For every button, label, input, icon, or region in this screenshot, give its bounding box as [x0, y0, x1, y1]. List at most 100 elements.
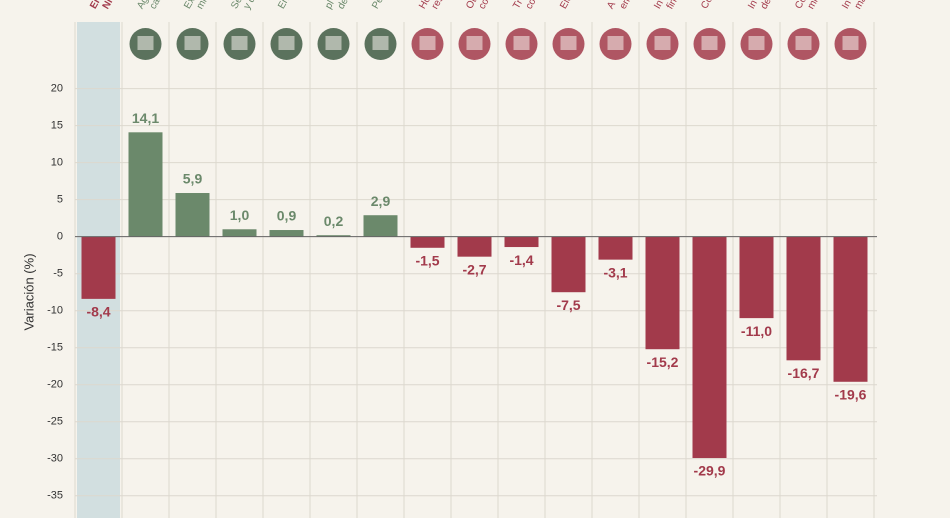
category-label-line: Nive [100, 0, 120, 11]
bar [786, 236, 821, 361]
value-label: -15,2 [647, 354, 679, 370]
category-label: Otcome [464, 0, 498, 16]
y-tick-label: -10 [47, 305, 63, 317]
category-label-line: manu [852, 0, 874, 11]
bar [81, 236, 116, 299]
category-label-line: com [523, 0, 542, 11]
y-tick-label: -35 [47, 490, 63, 502]
bar [316, 235, 351, 237]
category-label-line: come [476, 0, 498, 11]
category-label-line: mina [194, 0, 215, 11]
category-label: Ense [276, 0, 297, 11]
value-label: -2,7 [462, 261, 486, 277]
category-label-line: Ot [464, 0, 479, 11]
category-label: Exmina [182, 0, 215, 16]
category-label-line: caza [147, 0, 167, 11]
category-label-line: Ex [182, 0, 197, 11]
value-label: -7,5 [556, 297, 580, 313]
category-label-line: Ho [417, 0, 433, 11]
value-label: -19,6 [835, 386, 867, 402]
category-label-line: Ag [135, 0, 151, 11]
y-tick-label: -15 [47, 342, 63, 354]
bar [222, 229, 257, 237]
category-label: Agcaza [135, 0, 168, 16]
value-label: -3,1 [603, 264, 627, 280]
category-label-line: Pesc [370, 0, 391, 11]
category-icon-detail [466, 36, 483, 50]
value-label: -8,4 [86, 304, 110, 320]
category-icon-detail [560, 36, 577, 50]
category-icon-detail [419, 36, 436, 50]
category-label: Cons [699, 0, 720, 11]
category-label: Inmanu [840, 0, 875, 16]
value-label: -29,9 [694, 463, 726, 479]
y-tick-label: -25 [47, 416, 63, 428]
bar [692, 236, 727, 459]
category-label-line: Elect [558, 0, 579, 11]
y-tick-label: -5 [53, 268, 63, 280]
category-label-line: finan [664, 0, 684, 11]
category-label-line: In [652, 0, 666, 11]
value-label: -11,0 [741, 323, 772, 339]
bar [269, 230, 304, 237]
category-icon-detail [607, 36, 624, 50]
category-icon-detail [184, 36, 201, 50]
category-label-line: A [605, 0, 618, 11]
category-label-line: Cons [699, 0, 720, 11]
bar [175, 193, 210, 237]
bar [739, 236, 774, 319]
category-label-line: de a [335, 0, 354, 11]
category-label-line: Tr [511, 0, 525, 11]
value-label: 14,1 [132, 110, 159, 126]
category-label: Comino [793, 0, 826, 16]
category-label: Infinan [652, 0, 685, 16]
category-label-line: mino [805, 0, 826, 11]
value-label: 1,0 [230, 207, 250, 223]
category-label: plde a [323, 0, 355, 16]
value-label: 0,9 [277, 208, 297, 224]
category-label-line: In [840, 0, 854, 11]
value-label: 0,2 [324, 213, 344, 229]
y-tick-label: 10 [51, 157, 63, 169]
category-label: Horesta [417, 0, 450, 16]
category-label: EnNive [88, 0, 121, 16]
category-label-line: empr [617, 0, 638, 11]
y-tick-label: 15 [51, 120, 63, 132]
y-tick-label: -30 [47, 453, 63, 465]
category-label-line: resta [429, 0, 450, 11]
category-label: Sey de [229, 0, 261, 16]
value-label: -1,5 [415, 252, 439, 268]
bar [598, 236, 633, 260]
y-tick-label: -20 [47, 379, 63, 391]
category-label: Trcom [511, 0, 543, 16]
category-icon-detail [231, 36, 248, 50]
category-label-line: pl [323, 0, 336, 11]
category-icon-detail [748, 36, 765, 50]
bar [504, 236, 539, 248]
category-icon-detail [278, 36, 295, 50]
category-icon-detail [137, 36, 154, 50]
bar [410, 236, 445, 248]
bar [457, 236, 492, 257]
value-label: 2,9 [371, 193, 391, 209]
value-label: -16,7 [788, 365, 820, 381]
category-icon-detail [325, 36, 342, 50]
category-label-line: In [746, 0, 760, 11]
category-icon-detail [513, 36, 530, 50]
category-label-line: y de [241, 0, 260, 11]
category-icon-detail [701, 36, 718, 50]
y-tick-label: 20 [51, 83, 63, 95]
y-tick-label: 5 [57, 194, 63, 206]
y-tick-label: 0 [57, 231, 63, 243]
category-label: Inde s [746, 0, 778, 16]
category-label-line: Se [229, 0, 245, 11]
category-label-line: En [88, 0, 104, 11]
category-icon-detail [842, 36, 859, 50]
category-label-line: Co [793, 0, 809, 11]
category-icon-detail [372, 36, 389, 50]
bar [128, 132, 163, 237]
bar [645, 236, 680, 350]
category-label: Pesc [370, 0, 391, 11]
category-label-line: Ense [276, 0, 297, 11]
bar [833, 236, 868, 382]
